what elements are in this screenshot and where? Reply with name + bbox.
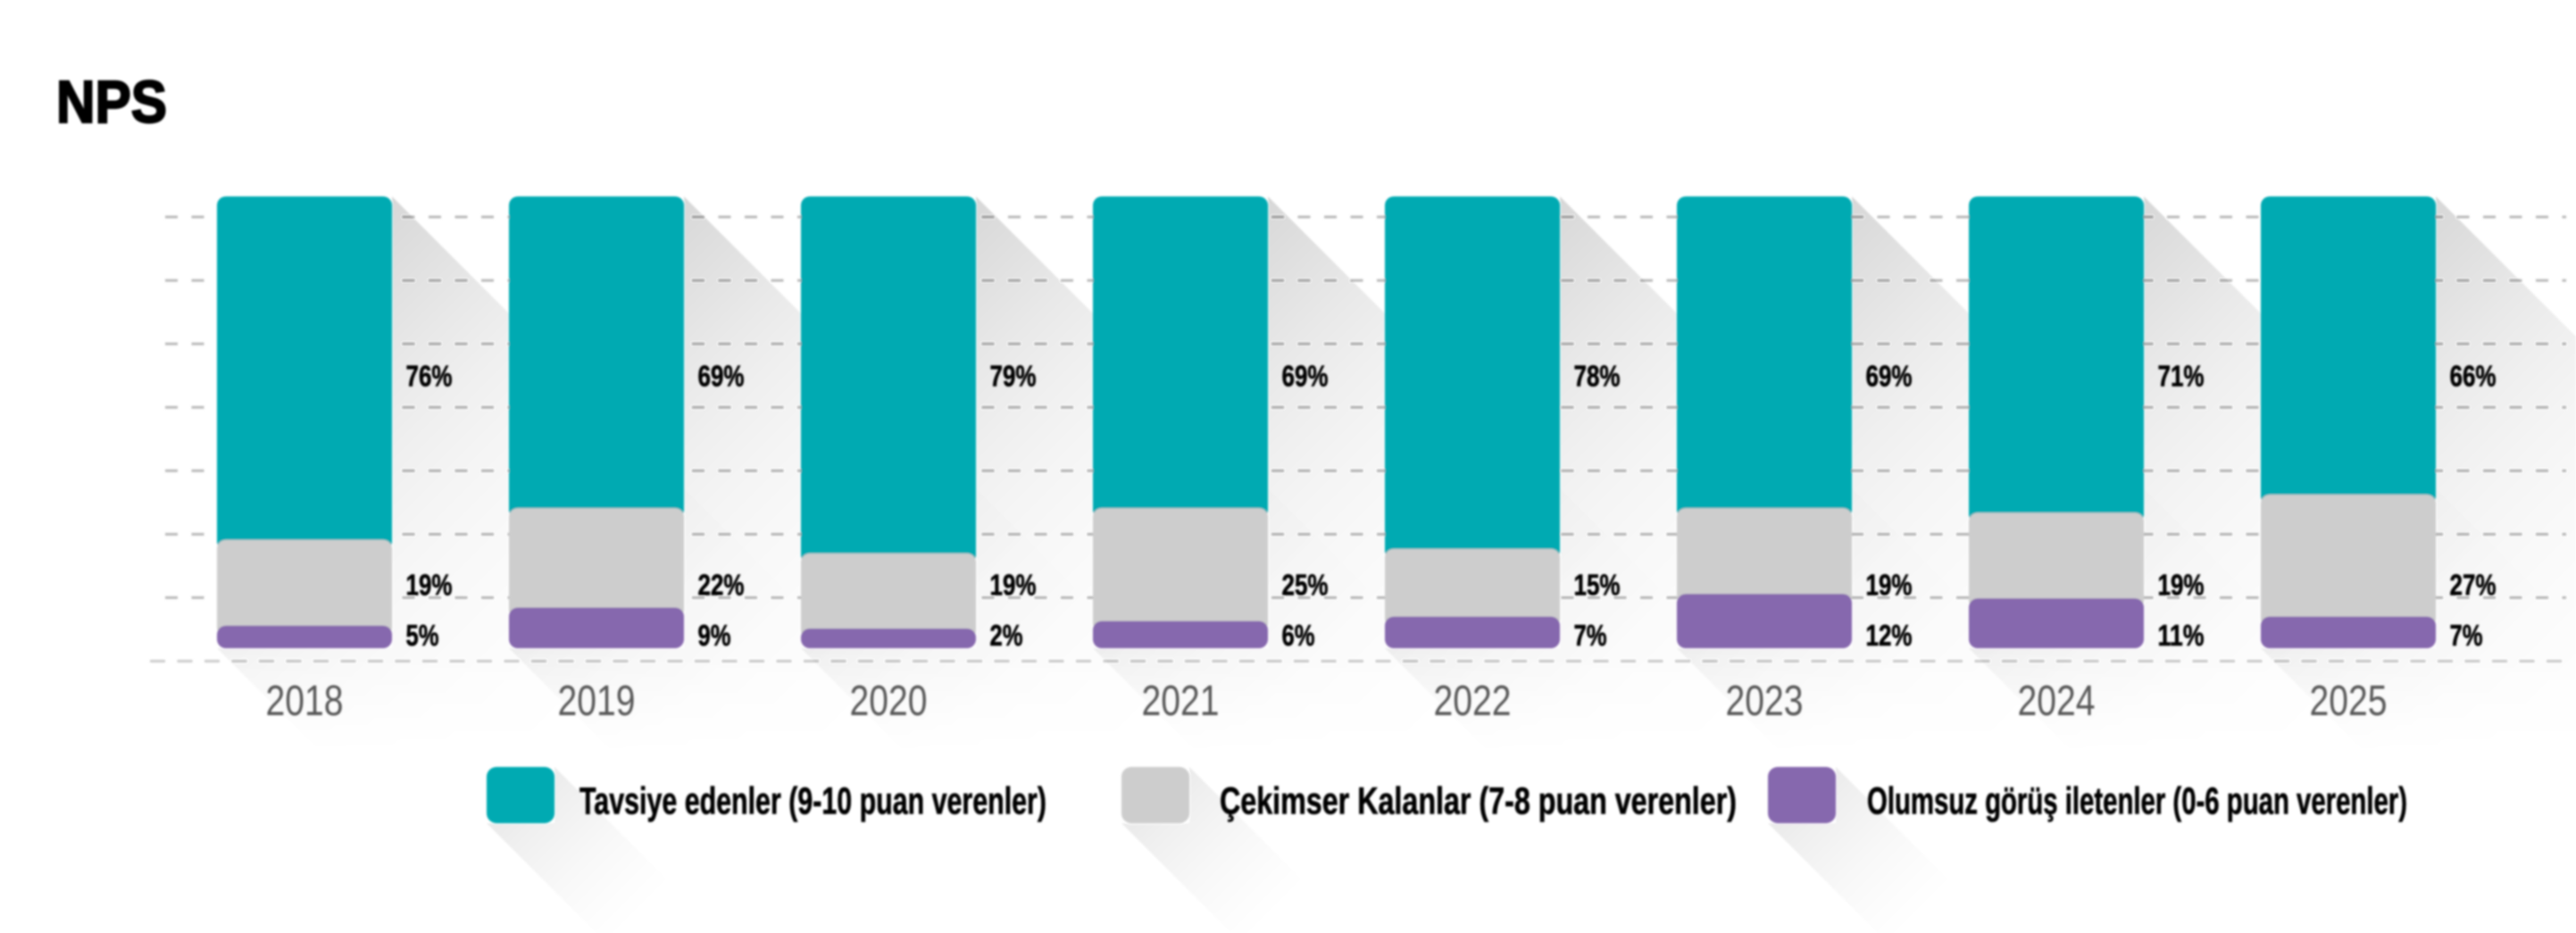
svg-text:25%: 25%	[1282, 569, 1329, 602]
svg-text:27%: 27%	[2450, 569, 2497, 602]
svg-text:2%: 2%	[990, 619, 1023, 652]
svg-text:69%: 69%	[1866, 360, 1913, 393]
svg-text:5%: 5%	[406, 619, 439, 652]
svg-text:19%: 19%	[990, 569, 1037, 602]
svg-text:2024: 2024	[2018, 678, 2096, 725]
svg-text:2022: 2022	[1434, 678, 1512, 725]
svg-text:69%: 69%	[698, 360, 745, 393]
svg-text:76%: 76%	[406, 360, 453, 393]
svg-text:66%: 66%	[2450, 360, 2497, 393]
svg-text:78%: 78%	[1574, 360, 1621, 393]
svg-text:19%: 19%	[406, 569, 453, 602]
svg-text:2020: 2020	[850, 678, 928, 725]
svg-text:7%: 7%	[1574, 619, 1607, 652]
svg-text:22%: 22%	[698, 569, 745, 602]
svg-text:6%: 6%	[1282, 619, 1315, 652]
svg-text:19%: 19%	[1866, 569, 1913, 602]
svg-text:2018: 2018	[266, 678, 344, 725]
svg-text:NPS: NPS	[56, 69, 167, 136]
svg-text:Tavsiye edenler (9-10 puan ver: Tavsiye edenler (9-10 puan verenler)	[579, 780, 1046, 823]
svg-text:11%: 11%	[2158, 619, 2205, 652]
svg-text:69%: 69%	[1282, 360, 1329, 393]
svg-text:2025: 2025	[2310, 678, 2388, 725]
svg-text:Çekimser Kalanlar (7-8 puan ve: Çekimser Kalanlar (7-8 puan verenler)	[1220, 780, 1737, 823]
svg-text:2023: 2023	[1726, 678, 1804, 725]
svg-text:71%: 71%	[2158, 360, 2205, 393]
svg-text:7%: 7%	[2450, 619, 2483, 652]
svg-text:15%: 15%	[1574, 569, 1621, 602]
svg-text:Olumsuz görüş iletenler (0-6 p: Olumsuz görüş iletenler (0-6 puan verenl…	[1867, 780, 2407, 823]
svg-text:19%: 19%	[2158, 569, 2205, 602]
svg-text:79%: 79%	[990, 360, 1037, 393]
svg-text:9%: 9%	[698, 619, 731, 652]
svg-text:2021: 2021	[1142, 678, 1220, 725]
svg-text:12%: 12%	[1866, 619, 1913, 652]
svg-text:2019: 2019	[558, 678, 636, 725]
